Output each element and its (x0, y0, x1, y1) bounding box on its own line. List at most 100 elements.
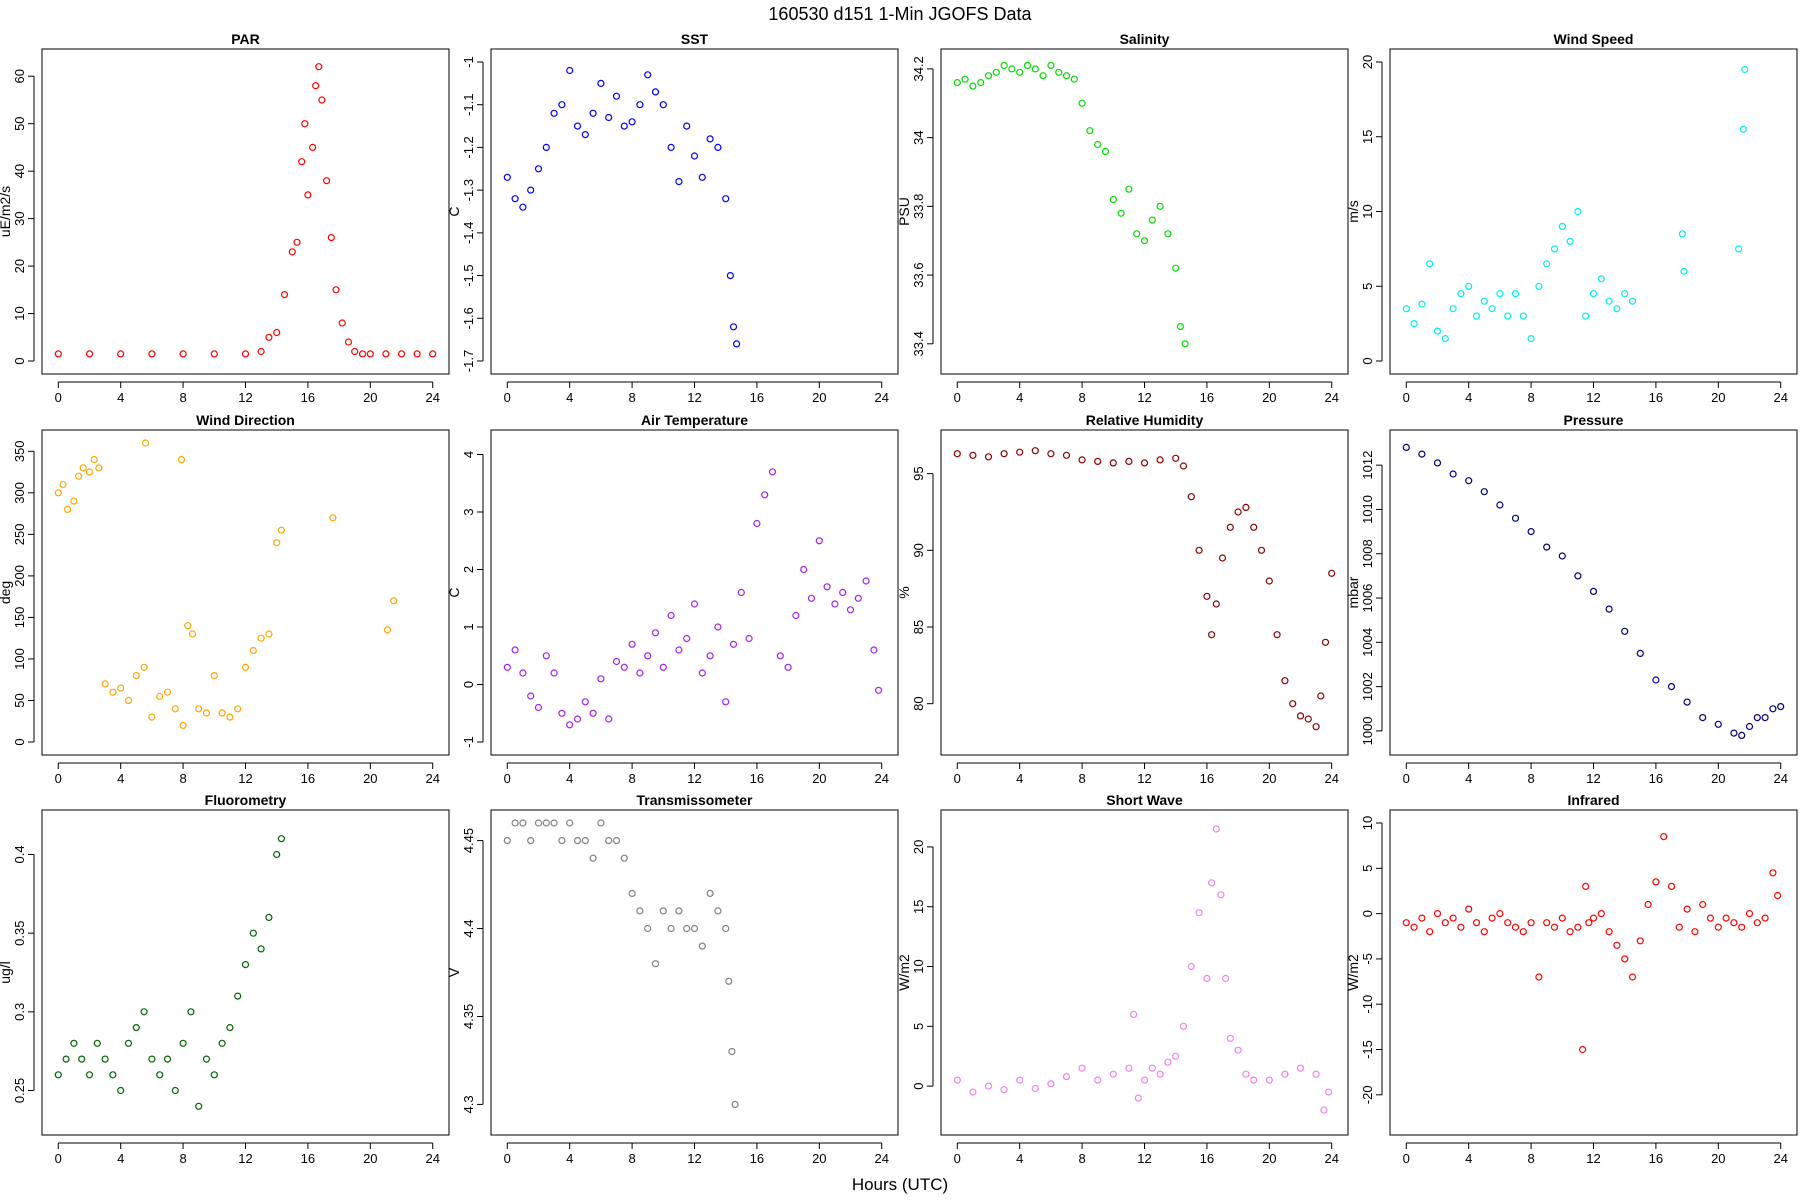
y-tick-label: -1.3 (461, 179, 476, 201)
data-point (566, 66, 574, 75)
y-tick-label: 0.35 (12, 921, 27, 946)
data-point (1062, 451, 1071, 459)
data-point (519, 819, 527, 827)
panel-infrared: Infrared W/m2 0 4 8 12 16 20 24 -20 -15 -10 -5 0 5 10 (1345, 792, 1798, 1166)
x-tick-label: 24 (874, 1151, 888, 1166)
data-point (589, 854, 597, 862)
plot-frame (1389, 809, 1798, 1136)
data-point (101, 1055, 109, 1063)
data-point (550, 109, 558, 117)
data-point (1488, 305, 1496, 313)
x-tick-label: 20 (1262, 1151, 1276, 1166)
data-point (714, 143, 722, 151)
x-tick-label: 8 (1078, 771, 1085, 786)
x-tick-label: 0 (55, 390, 62, 405)
data-point (722, 195, 730, 203)
x-tick-label: 24 (425, 1151, 439, 1166)
y-tick-label: 40 (12, 164, 27, 178)
data-point (969, 82, 977, 90)
x-axis: 0 4 8 12 16 20 24 (504, 762, 889, 786)
data-point (1016, 68, 1024, 76)
data-point (839, 588, 847, 597)
data-point (1008, 65, 1016, 73)
data-point (315, 63, 323, 71)
data-point (1675, 923, 1683, 931)
y-tick-label: -1.5 (461, 264, 476, 286)
data-point (542, 143, 550, 151)
data-point (1722, 914, 1730, 922)
data-point (366, 350, 374, 358)
y-tick-label: 1008 (1360, 539, 1375, 568)
data-point (1667, 682, 1676, 691)
data-point (1176, 323, 1185, 331)
x-tick-label: 0 (1403, 1151, 1410, 1166)
y-tick-label: 300 (12, 482, 27, 504)
data-point (1140, 459, 1149, 467)
x-tick-label: 20 (363, 390, 377, 405)
data-point (1582, 312, 1590, 320)
data-point (1179, 1022, 1188, 1030)
data-point (1527, 527, 1535, 536)
data-point (667, 611, 675, 620)
data-point (241, 663, 250, 671)
data-point (659, 663, 667, 671)
data-point (187, 1008, 195, 1016)
data-point (1148, 1064, 1156, 1072)
y-axis-label: V (446, 967, 462, 977)
x-tick-label: 8 (628, 1151, 635, 1166)
data-point (249, 929, 257, 937)
data-point (534, 703, 543, 712)
y-tick-label: 85 (911, 620, 926, 634)
data-point (1094, 1076, 1102, 1084)
data-point (1410, 923, 1418, 931)
data-point (1680, 267, 1688, 275)
data-point (1714, 720, 1722, 728)
y-axis-label: W/m2 (896, 954, 912, 991)
x-tick-label: 0 (55, 1151, 62, 1166)
data-point (1699, 713, 1707, 722)
y-axis-label: W/m2 (1345, 954, 1361, 991)
x-tick-label: 12 (687, 1151, 701, 1166)
data-point (1109, 459, 1117, 467)
data-point (1023, 61, 1032, 70)
x-axis: 0 4 8 12 16 20 24 (954, 381, 1339, 405)
x-tick-label: 24 (425, 390, 439, 405)
y-tick-label: 0.3 (12, 1003, 27, 1021)
data-point (984, 453, 993, 461)
data-point (589, 709, 597, 717)
data-point (101, 680, 109, 688)
data-point (1156, 1070, 1164, 1078)
data-point (675, 178, 683, 186)
data-point (265, 913, 273, 922)
x-tick-label: 20 (812, 771, 826, 786)
data-point (1418, 914, 1426, 922)
plot-frame (940, 48, 1349, 375)
data-point (54, 489, 62, 497)
y-tick-label: -1.1 (461, 94, 476, 116)
data-point (277, 526, 285, 534)
x-tick-label: 20 (1711, 390, 1725, 405)
data-point (397, 350, 406, 358)
data-points (1402, 65, 1749, 343)
y-tick-label: 95 (911, 466, 926, 480)
data-point (729, 640, 738, 648)
y-axis-label: m/s (1345, 200, 1361, 223)
y-tick-label: 34 (911, 130, 926, 144)
data-point (124, 696, 133, 705)
data-point (1328, 569, 1336, 577)
y-tick-label: -1 (461, 736, 476, 748)
data-point (54, 1071, 62, 1079)
y-tick-label: -15 (1360, 1040, 1375, 1059)
data-point (351, 347, 359, 356)
data-point (1016, 448, 1024, 456)
x-tick-label: 12 (238, 390, 252, 405)
plot-frame (41, 429, 450, 756)
data-point (1472, 312, 1481, 320)
data-point (1129, 1010, 1138, 1019)
data-point (1511, 923, 1520, 931)
data-point (63, 505, 72, 513)
plot-frame (41, 48, 450, 375)
data-point (731, 1100, 739, 1109)
data-point (1578, 1045, 1587, 1054)
data-point (1457, 923, 1465, 931)
